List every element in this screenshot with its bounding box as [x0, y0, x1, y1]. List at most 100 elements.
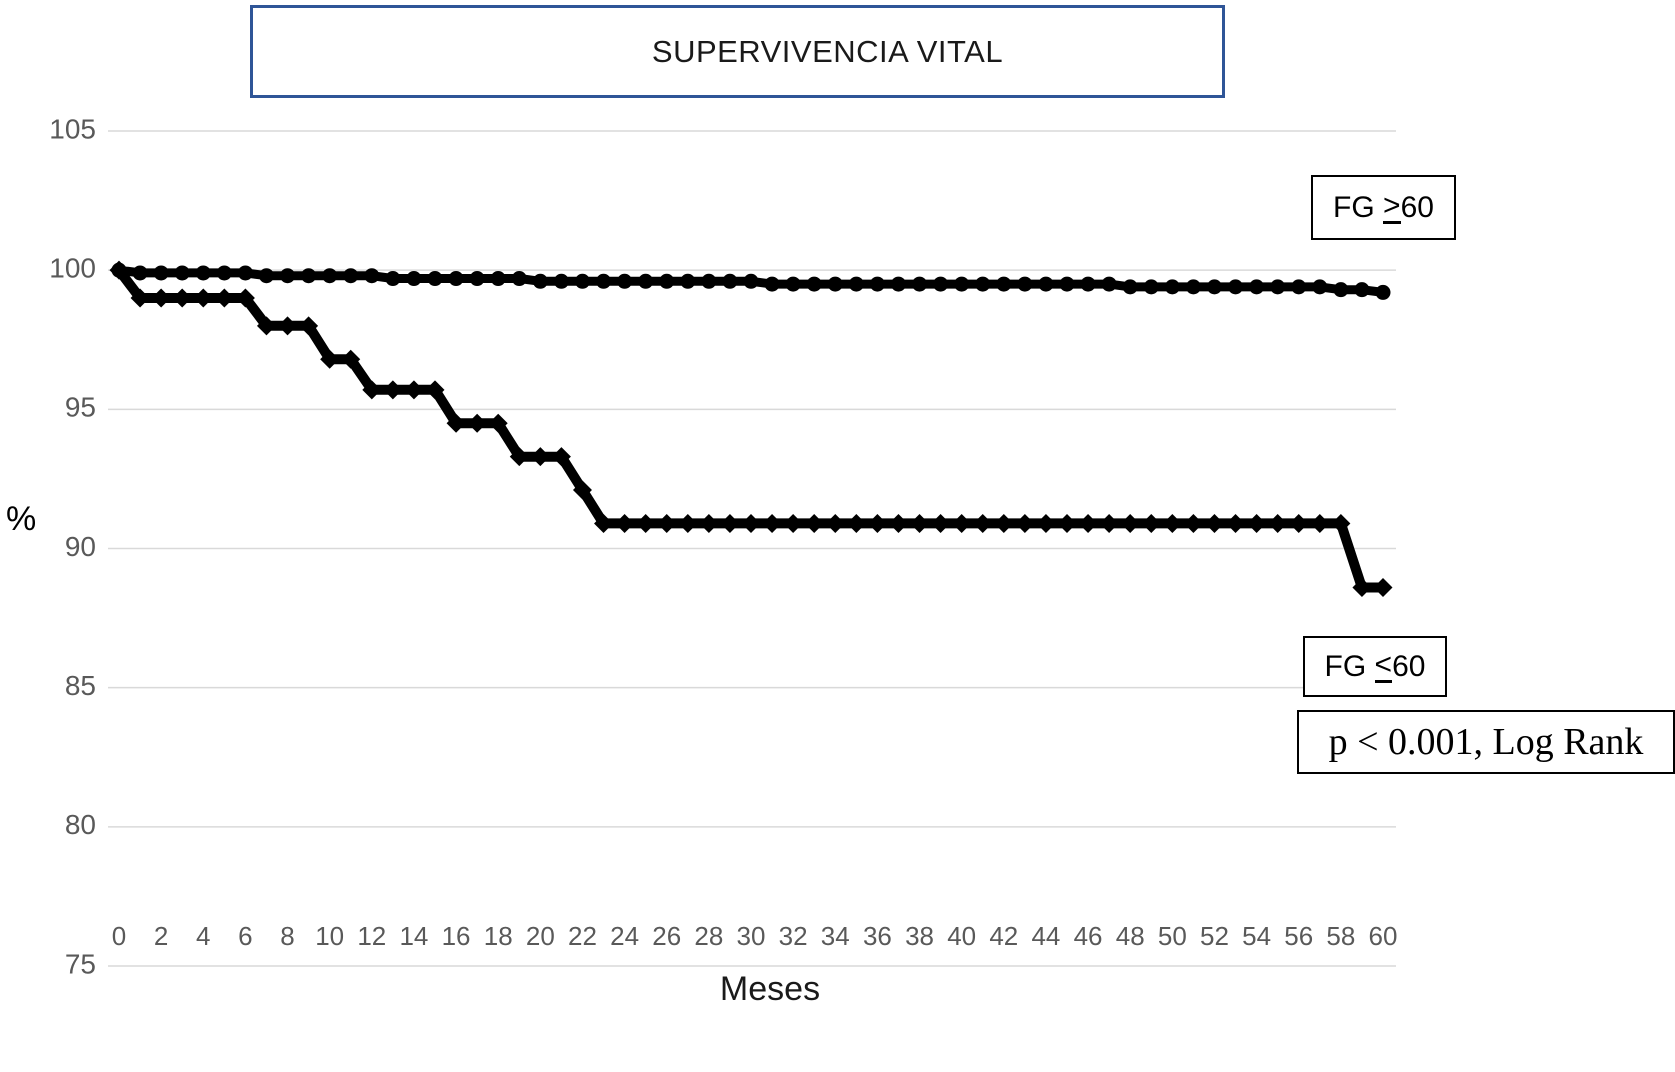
- marker-circle: [1122, 279, 1138, 295]
- marker-diamond: [720, 513, 740, 533]
- marker-circle: [448, 271, 464, 287]
- marker-circle: [1101, 276, 1117, 292]
- label-value: 60: [1392, 649, 1426, 683]
- marker-diamond: [1310, 513, 1330, 533]
- marker-diamond: [846, 513, 866, 533]
- marker-diamond: [467, 413, 487, 433]
- marker-diamond: [825, 513, 845, 533]
- marker-diamond: [1183, 513, 1203, 533]
- marker-diamond: [1141, 513, 1161, 533]
- x-tick-label: 58: [1326, 921, 1355, 951]
- marker-diamond: [1099, 513, 1119, 533]
- marker-circle: [617, 273, 633, 289]
- x-tick-label: 42: [989, 921, 1018, 951]
- marker-diamond: [804, 513, 824, 533]
- x-tick-label: 24: [610, 921, 639, 951]
- marker-circle: [785, 276, 801, 292]
- marker-circle: [111, 262, 127, 278]
- y-tick-label: 85: [65, 670, 96, 701]
- marker-circle: [975, 276, 991, 292]
- marker-diamond: [425, 380, 445, 400]
- marker-diamond: [193, 288, 213, 308]
- marker-diamond: [341, 349, 361, 369]
- marker-circle: [1354, 282, 1370, 298]
- pvalue-text: p < 0.001, Log Rank: [1328, 721, 1644, 763]
- marker-diamond: [1289, 513, 1309, 533]
- marker-circle: [490, 271, 506, 287]
- chart-title: SUPERVIVENCIA VITAL: [651, 33, 1004, 69]
- marker-circle: [1080, 276, 1096, 292]
- marker-circle: [132, 265, 148, 281]
- marker-circle: [195, 265, 211, 281]
- x-tick-label: 28: [694, 921, 723, 951]
- marker-diamond: [888, 513, 908, 533]
- x-tick-label: 48: [1116, 921, 1145, 951]
- x-tick-label: 22: [568, 921, 597, 951]
- x-tick-label: 6: [238, 921, 252, 951]
- marker-diamond: [1057, 513, 1077, 533]
- y-tick-label: 90: [65, 531, 96, 562]
- marker-diamond: [214, 288, 234, 308]
- marker-circle: [1206, 279, 1222, 295]
- marker-circle: [258, 268, 274, 284]
- marker-circle: [848, 276, 864, 292]
- label-value: 60: [1400, 190, 1434, 224]
- marker-circle: [680, 273, 696, 289]
- marker-diamond: [910, 513, 930, 533]
- marker-diamond: [551, 447, 571, 467]
- marker-diamond: [1015, 513, 1035, 533]
- marker-diamond: [1352, 577, 1372, 597]
- marker-diamond: [530, 447, 550, 467]
- label-prefix: FG: [1333, 190, 1384, 224]
- x-tick-label: 14: [399, 921, 428, 951]
- y-tick-label: 105: [49, 113, 96, 144]
- marker-circle: [174, 265, 190, 281]
- marker-circle: [1375, 284, 1391, 300]
- marker-circle: [511, 271, 527, 287]
- x-tick-label: 8: [280, 921, 294, 951]
- x-tick-label: 26: [652, 921, 681, 951]
- marker-circle: [469, 271, 485, 287]
- marker-circle: [1059, 276, 1075, 292]
- x-tick-label: 46: [1074, 921, 1103, 951]
- marker-circle: [406, 271, 422, 287]
- marker-circle: [301, 268, 317, 284]
- x-tick-label: 20: [526, 921, 555, 951]
- marker-circle: [890, 276, 906, 292]
- marker-circle: [701, 273, 717, 289]
- x-tick-label: 18: [484, 921, 513, 951]
- marker-diamond: [509, 447, 529, 467]
- geq-operator: >: [1383, 189, 1401, 224]
- marker-diamond: [657, 513, 677, 533]
- marker-circle: [1017, 276, 1033, 292]
- x-tick-label: 38: [905, 921, 934, 951]
- marker-circle: [596, 273, 612, 289]
- marker-diamond: [256, 316, 276, 336]
- marker-diamond: [678, 513, 698, 533]
- marker-diamond: [278, 316, 298, 336]
- marker-circle: [954, 276, 970, 292]
- marker-diamond: [615, 513, 635, 533]
- chart-title-box: SUPERVIVENCIA VITAL: [250, 5, 1225, 98]
- marker-diamond: [952, 513, 972, 533]
- marker-circle: [1164, 279, 1180, 295]
- marker-circle: [532, 273, 548, 289]
- marker-circle: [237, 265, 253, 281]
- x-tick-label: 12: [357, 921, 386, 951]
- x-tick-label: 52: [1200, 921, 1229, 951]
- marker-diamond: [151, 288, 171, 308]
- series-label-fg-le60: FG <60: [1303, 636, 1447, 697]
- marker-diamond: [1162, 513, 1182, 533]
- marker-diamond: [572, 480, 592, 500]
- x-tick-label: 50: [1158, 921, 1187, 951]
- marker-diamond: [235, 288, 255, 308]
- marker-diamond: [973, 513, 993, 533]
- marker-diamond: [299, 316, 319, 336]
- marker-circle: [827, 276, 843, 292]
- x-tick-label: 40: [947, 921, 976, 951]
- pvalue-box: p < 0.001, Log Rank: [1297, 710, 1675, 774]
- x-tick-label: 34: [821, 921, 850, 951]
- marker-circle: [806, 276, 822, 292]
- marker-diamond: [1268, 513, 1288, 533]
